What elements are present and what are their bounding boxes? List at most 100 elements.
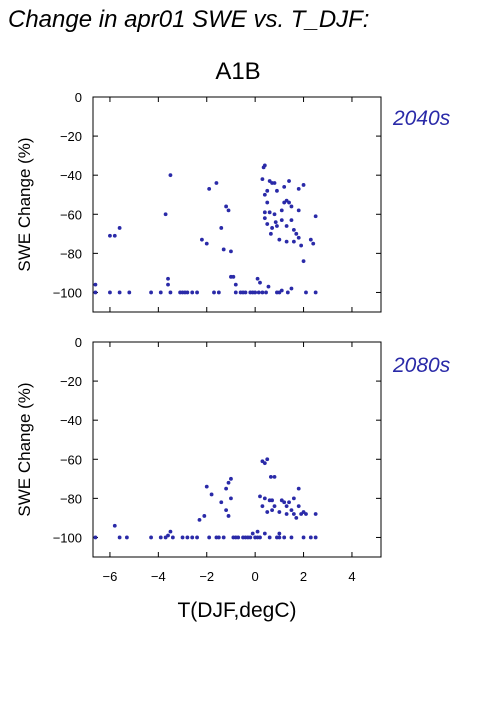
data-point	[301, 259, 306, 264]
data-point	[93, 282, 98, 287]
data-point	[149, 535, 153, 540]
data-point	[296, 486, 301, 491]
data-point	[233, 282, 238, 287]
data-point	[224, 204, 229, 209]
data-point	[209, 492, 214, 497]
data-point	[112, 523, 117, 528]
data-point	[190, 535, 195, 540]
data-point	[256, 290, 261, 295]
data-point	[180, 535, 185, 540]
data-point	[284, 512, 289, 516]
data-point	[301, 535, 306, 540]
data-point	[216, 290, 221, 295]
data-point	[158, 290, 163, 295]
data-point	[277, 237, 282, 242]
y-tick-label: −60	[60, 207, 82, 222]
y-tick-label: −60	[60, 452, 82, 467]
data-point	[270, 226, 274, 230]
data-point	[287, 200, 291, 205]
data-point	[313, 512, 318, 516]
data-point	[149, 290, 153, 295]
data-point	[243, 290, 248, 295]
y-tick-label: −80	[60, 491, 82, 506]
y-tick-label: −20	[60, 374, 82, 389]
data-point	[296, 186, 301, 191]
data-point	[236, 535, 241, 540]
data-point	[195, 535, 199, 540]
y-tick-label: −20	[60, 129, 82, 144]
data-point	[260, 504, 265, 509]
data-point	[308, 535, 313, 540]
data-point	[265, 188, 270, 193]
data-point	[185, 535, 190, 540]
data-point	[258, 280, 262, 285]
data-point	[264, 290, 268, 295]
data-point	[255, 276, 260, 281]
data-point	[265, 510, 270, 514]
data-point	[299, 243, 304, 248]
data-point	[287, 179, 291, 183]
data-point	[258, 494, 262, 499]
scenario-title: A1B	[215, 58, 261, 85]
data-point	[284, 239, 289, 244]
y-tick-label: −100	[53, 285, 82, 300]
y-tick-label: −80	[60, 246, 82, 261]
x-axis-label: T(DJF,degC)	[177, 599, 296, 622]
data-point	[219, 500, 224, 505]
data-point	[93, 290, 98, 295]
data-point	[289, 508, 294, 512]
data-point	[124, 535, 129, 540]
y-axis-label: SWE Change (%)	[15, 137, 34, 271]
data-point	[255, 529, 260, 534]
data-point	[308, 237, 313, 242]
data-point	[266, 284, 271, 289]
data-point	[265, 200, 270, 205]
data-point	[265, 222, 270, 226]
data-point	[272, 181, 277, 185]
data-point	[289, 218, 294, 223]
data-point	[221, 247, 226, 252]
data-point	[262, 531, 267, 536]
data-point	[277, 510, 282, 514]
data-point	[166, 533, 170, 538]
data-point	[200, 237, 204, 242]
data-point	[262, 216, 267, 221]
data-point	[229, 476, 233, 481]
data-point	[291, 496, 296, 501]
data-point	[272, 212, 277, 217]
data-point	[221, 535, 226, 540]
data-point	[216, 535, 221, 540]
data-point	[296, 235, 301, 240]
data-point	[272, 474, 277, 479]
x-tick-label: 0	[252, 569, 259, 584]
data-point	[289, 535, 294, 540]
data-point	[166, 282, 170, 287]
data-point	[260, 177, 265, 181]
data-point	[296, 504, 301, 509]
data-point	[166, 276, 170, 281]
data-point	[313, 535, 318, 540]
data-point	[282, 185, 287, 189]
data-point	[279, 218, 284, 223]
data-point	[270, 498, 274, 503]
data-point	[294, 516, 299, 520]
data-point	[284, 504, 289, 509]
data-point	[279, 288, 284, 293]
y-tick-label: −100	[53, 530, 82, 545]
x-tick-label: 4	[348, 569, 355, 584]
data-point	[185, 290, 190, 295]
data-point	[273, 220, 278, 224]
data-point	[277, 535, 282, 540]
data-point	[117, 535, 122, 540]
data-point	[214, 181, 219, 185]
data-point	[262, 496, 267, 501]
data-point	[229, 496, 233, 501]
data-point	[168, 173, 173, 178]
data-point	[224, 508, 229, 512]
y-tick-label: 0	[75, 335, 82, 350]
data-point	[265, 457, 270, 462]
data-point	[163, 212, 168, 217]
x-tick-label: −4	[151, 569, 166, 584]
data-point	[270, 508, 274, 512]
